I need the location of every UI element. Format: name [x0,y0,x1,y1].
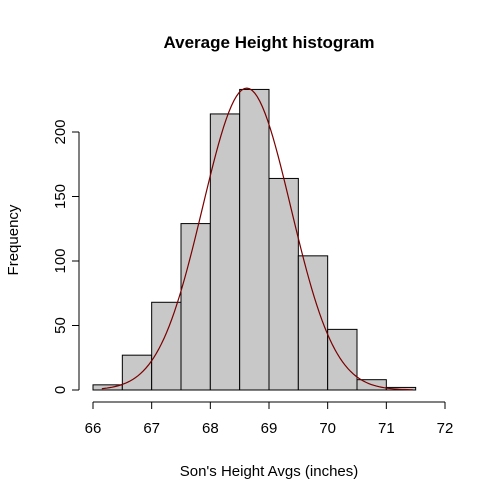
histogram-bar [385,386,417,391]
bars-group [92,88,417,391]
x-tick-label: 71 [378,420,395,437]
x-tick-label: 66 [85,420,102,437]
x-tick-label: 68 [202,420,219,437]
y-tick-label: 50 [52,317,69,334]
x-tick-label: 72 [437,420,454,437]
histogram-bar [209,113,241,391]
y-tick-label: 100 [52,248,69,273]
histogram-bar [327,328,358,391]
chart-title: Average Height histogram [164,33,375,52]
histogram-bar [151,301,182,391]
density-curve [101,87,413,391]
histogram-bar [239,88,270,391]
x-axis-label: Son's Height Avgs (inches) [180,463,359,480]
y-axis-label: Frequency [5,204,22,275]
x-tick-label: 69 [261,420,278,437]
histogram-bar [180,223,211,391]
y-tick-label: 200 [52,119,69,144]
x-tick-label: 70 [319,420,336,437]
y-axis: 0 50 100 150 200 [52,119,80,394]
histogram-bar [268,177,299,391]
histogram-bar [121,354,153,391]
x-axis: 66 67 68 69 70 71 72 [85,401,454,437]
y-tick-label: 150 [52,184,69,209]
x-tick-label: 67 [143,420,160,437]
y-tick-label: 0 [52,386,69,394]
